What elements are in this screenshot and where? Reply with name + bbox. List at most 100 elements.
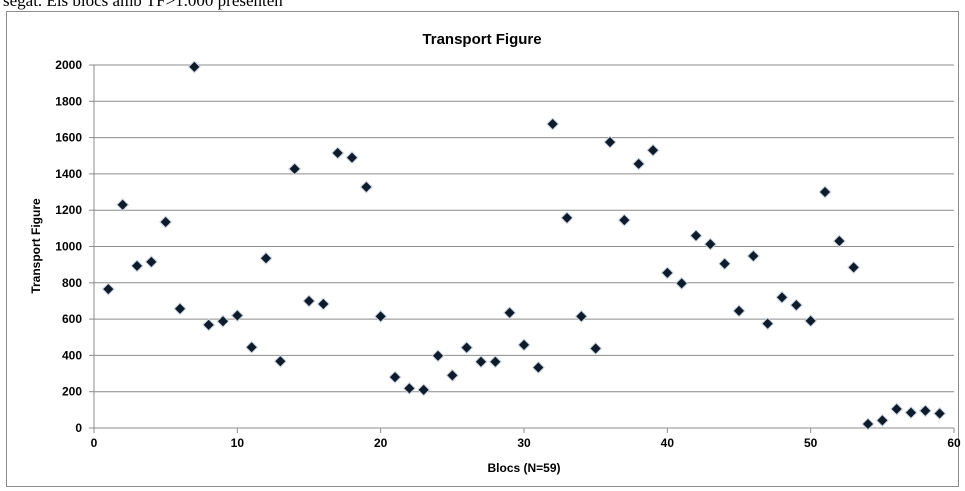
data-point-marker [418,384,429,395]
y-tick-label: 400 [62,348,82,362]
data-point [202,318,216,332]
data-point-marker [476,356,486,367]
x-tick-label: 50 [804,436,818,450]
data-point [460,341,474,355]
x-tick-label: 40 [661,436,675,450]
data-point [703,237,717,251]
data-point [144,255,158,269]
x-tick-label: 30 [517,436,531,450]
data-point [216,314,230,328]
data-point-marker [132,260,142,271]
data-point [417,383,431,397]
data-point-marker [304,295,314,306]
chart-title: Transport Figure [422,31,541,48]
data-point [718,257,732,271]
data-point-marker [332,148,343,159]
data-point [374,309,388,323]
data-point [646,143,660,157]
data-point [818,185,832,199]
data-point-marker [547,118,558,129]
x-tick-label: 0 [91,436,98,450]
axes [93,65,955,433]
y-tick-label: 800 [62,276,82,290]
data-points [101,60,947,431]
y-tick-label: 1000 [55,240,82,254]
data-point-marker [533,362,544,373]
data-point-marker [734,305,744,316]
data-point [288,162,302,176]
data-point [245,340,259,354]
data-point-marker [576,311,587,322]
data-point [589,342,603,356]
data-point-marker [705,239,716,250]
data-point [617,213,631,227]
data-point [159,215,173,229]
data-point-marker [189,61,200,72]
data-point [775,290,789,304]
data-point-marker [891,403,902,414]
data-point [675,276,689,290]
data-point-marker [748,250,759,261]
document-text-fragment: segat. Els blocs amb TF>1.000 presenten [3,0,283,10]
x-tick-labels: 0 10 20 30 40 50 60 [91,436,961,450]
y-tick-labels: 0 200 400 600 800 1000 1200 1400 1600 1800 2000 [55,58,82,435]
data-point-marker [719,258,730,269]
data-point-marker [246,342,257,353]
data-point-marker [103,284,114,295]
data-point [431,349,445,363]
data-point [560,211,574,225]
x-tick-label: 20 [374,436,388,450]
data-point [116,198,130,212]
data-point-marker [404,383,415,394]
data-point-marker [347,152,357,163]
data-point [746,249,760,263]
data-point [331,146,345,160]
y-tick-label: 200 [62,385,82,399]
data-point-marker [676,278,687,289]
data-point [445,368,459,382]
data-point [546,117,560,131]
data-point [574,309,588,323]
data-point-marker [920,405,931,416]
data-point-marker [433,350,443,361]
data-point [273,354,287,368]
data-point-marker [289,163,300,174]
data-point-marker [504,307,515,318]
data-point-marker [390,372,400,383]
data-point [689,229,703,243]
data-point [230,308,244,322]
data-point-marker [203,319,214,330]
x-tick-label: 60 [947,436,961,450]
data-point [187,60,201,74]
y-tick-label: 0 [75,421,82,435]
y-tick-label: 1600 [55,131,82,145]
data-point [847,260,861,274]
x-tick-label: 10 [231,436,245,450]
y-tick-label: 1200 [55,203,82,217]
data-point [890,402,904,416]
data-point-marker [590,343,601,354]
data-point-marker [820,187,830,198]
data-point [933,406,947,420]
gridlines [89,64,954,429]
data-point-marker [318,299,329,310]
data-point [531,361,545,375]
data-point [503,306,517,320]
data-point-marker [175,303,185,314]
data-point-marker [777,292,787,303]
data-point [918,404,932,418]
y-axis-label: Transport Figure [29,198,43,294]
data-point [832,234,846,248]
data-point-marker [848,262,859,273]
y-tick-label: 2000 [55,58,82,72]
data-point-marker [261,253,271,264]
data-point-marker [791,300,802,311]
data-point-marker [447,370,458,381]
data-point-marker [562,212,572,223]
data-point-marker [691,230,701,241]
data-point [603,135,617,149]
data-point [488,355,502,369]
data-point [388,370,402,384]
data-point-marker [160,216,171,227]
